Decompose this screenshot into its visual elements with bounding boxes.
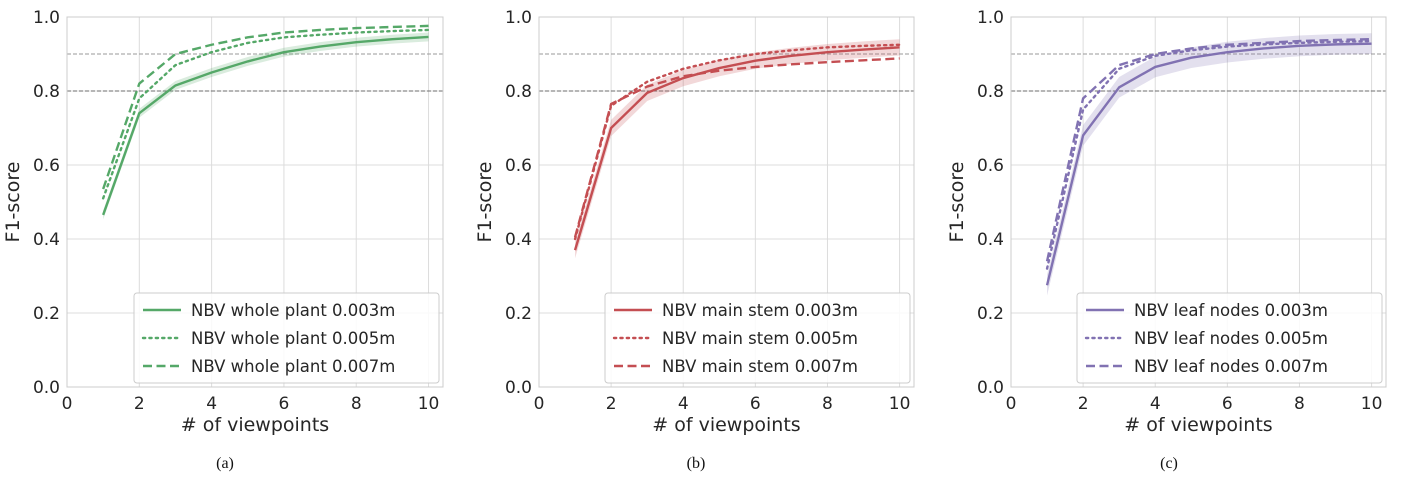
x-tick-label: 0 [62, 394, 73, 414]
y-tick-label: 0.8 [977, 82, 1004, 102]
plot-frame [538, 16, 915, 388]
legend: NBV whole plant 0.003m NBV whole plant 0.… [133, 292, 440, 384]
legend-label: NBV whole plant 0.007m [191, 357, 395, 376]
plot-frame [66, 16, 444, 388]
y-tick-label: 0.0 [977, 378, 1004, 398]
legend-box [604, 292, 911, 384]
y-tick-label: 1.0 [33, 8, 60, 28]
panel-label-c: (c) [1160, 455, 1178, 472]
series-line-solid [1045, 42, 1372, 286]
x-tick-label: 2 [606, 394, 617, 414]
x-tick-label: 8 [351, 394, 362, 414]
panel-label-a: (a) [216, 455, 234, 472]
y-tick-label: 1.0 [977, 8, 1004, 28]
series-line-dotted [573, 43, 901, 241]
chart-panel-a: 0 2 4 6 8 10 0.0 0.2 0.4 0.6 0.8 1.0 # of viewpoints… [2, 8, 444, 436]
y-tick-label: 0.6 [977, 156, 1004, 176]
legend-label: NBV leaf nodes 0.003m [1134, 301, 1328, 320]
legend-label: NBV leaf nodes 0.005m [1134, 329, 1328, 348]
x-tick-label: 8 [1294, 394, 1305, 414]
x-tick-label: 0 [534, 394, 545, 414]
y-tick-label: 0.8 [505, 82, 532, 102]
x-axis-label: # of viewpoints [652, 414, 800, 436]
y-tick-label: 0.4 [33, 230, 60, 250]
x-tick-label: 6 [279, 394, 290, 414]
legend-label: NBV leaf nodes 0.007m [1134, 357, 1328, 376]
y-tick-label: 0.2 [505, 304, 532, 324]
y-axis-label: F1-score [2, 162, 24, 243]
x-tick-label: 8 [822, 394, 833, 414]
legend: NBV leaf nodes 0.003m NBV leaf nodes 0.00… [1076, 292, 1383, 384]
confidence-band [103, 32, 429, 220]
legend-label: NBV main stem 0.005m [662, 329, 858, 348]
y-tick-label: 0.0 [33, 378, 60, 398]
x-tick-label: 2 [1078, 394, 1089, 414]
y-tick-label: 0.6 [505, 156, 532, 176]
chart-panel-c: 0 2 4 6 8 10 0.0 0.2 0.4 0.6 0.8 1.0 # of viewpoints… [946, 8, 1387, 436]
y-tick-label: 0.4 [505, 230, 532, 250]
legend: NBV main stem 0.003m NBV main stem 0.005m… [604, 292, 911, 384]
x-axis-label: # of viewpoints [1124, 414, 1272, 436]
series-line-dashed [102, 24, 429, 190]
y-tick-label: 0.4 [977, 230, 1004, 250]
legend-box [1076, 292, 1383, 384]
series-line-dotted [1045, 39, 1373, 270]
y-tick-label: 0.2 [977, 304, 1004, 324]
legend-label: NBV whole plant 0.003m [191, 301, 395, 320]
x-tick-label: 0 [1006, 394, 1017, 414]
chart-panel-b: 0 2 4 6 8 10 0.0 0.2 0.4 0.6 0.8 1.0 # of viewpoints… [474, 8, 915, 436]
plot-frame [1010, 16, 1387, 388]
legend-label: NBV main stem 0.007m [662, 357, 858, 376]
x-tick-label: 4 [206, 394, 217, 414]
series-line-dashed [573, 57, 900, 238]
legend-label: NBV main stem 0.003m [662, 301, 858, 320]
y-axis-label: F1-score [474, 162, 496, 243]
x-tick-label: 4 [678, 394, 689, 414]
x-tick-label: 4 [1150, 394, 1161, 414]
panel-label-b: (b) [686, 455, 706, 472]
x-tick-label: 6 [1222, 394, 1233, 414]
series-line-solid [573, 46, 900, 251]
y-tick-label: 1.0 [505, 8, 532, 28]
x-tick-label: 10 [1361, 394, 1383, 414]
y-tick-label: 0.6 [33, 156, 60, 176]
x-tick-label: 10 [418, 394, 440, 414]
x-tick-label: 2 [134, 394, 145, 414]
y-tick-label: 0.8 [33, 82, 60, 102]
y-axis-label: F1-score [946, 162, 968, 243]
legend-box [133, 292, 440, 384]
confidence-band [1047, 33, 1372, 296]
x-axis-label: # of viewpoints [181, 414, 329, 436]
series-line-solid [102, 35, 429, 216]
x-tick-label: 10 [889, 394, 911, 414]
confidence-band [575, 39, 900, 259]
y-tick-label: 0.2 [33, 304, 60, 324]
legend-label: NBV whole plant 0.005m [191, 329, 395, 348]
y-tick-label: 0.0 [505, 378, 532, 398]
series-line-dotted [101, 28, 430, 200]
x-tick-label: 6 [750, 394, 761, 414]
series-line-dashed [1045, 38, 1372, 262]
